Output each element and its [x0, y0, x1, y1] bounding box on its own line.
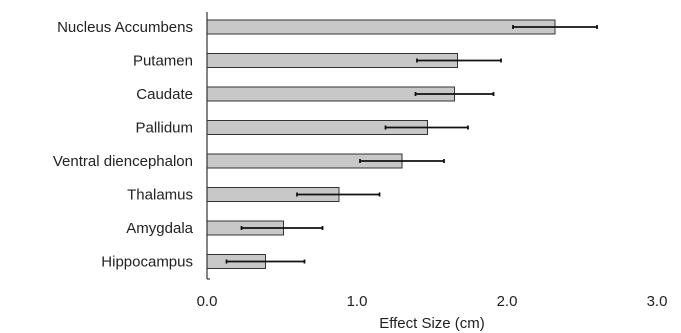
x-tick-label: 3.0: [647, 293, 668, 310]
category-label: Hippocampus: [101, 254, 193, 271]
category-label: Ventral diencephalon: [53, 153, 193, 170]
category-label: Putamen: [133, 53, 193, 70]
axis-layer: [207, 12, 210, 279]
x-tick-label: 1.0: [347, 293, 368, 310]
bar: [207, 20, 555, 34]
x-tick-label: 0.0: [197, 293, 218, 310]
bars-layer: [207, 20, 555, 269]
x-tick-labels: 0.0 1.0 2.0 3.0: [197, 293, 668, 310]
x-axis-title: Effect Size (cm): [379, 315, 485, 332]
x-tick-label: 2.0: [497, 293, 518, 310]
category-label: Amygdala: [126, 220, 193, 237]
category-label: Pallidum: [135, 120, 193, 137]
category-label: Nucleus Accumbens: [57, 19, 193, 36]
category-label: Thalamus: [127, 187, 193, 204]
category-labels: Nucleus Accumbens Putamen Caudate Pallidum V…: [53, 19, 194, 271]
category-label: Caudate: [136, 86, 193, 103]
